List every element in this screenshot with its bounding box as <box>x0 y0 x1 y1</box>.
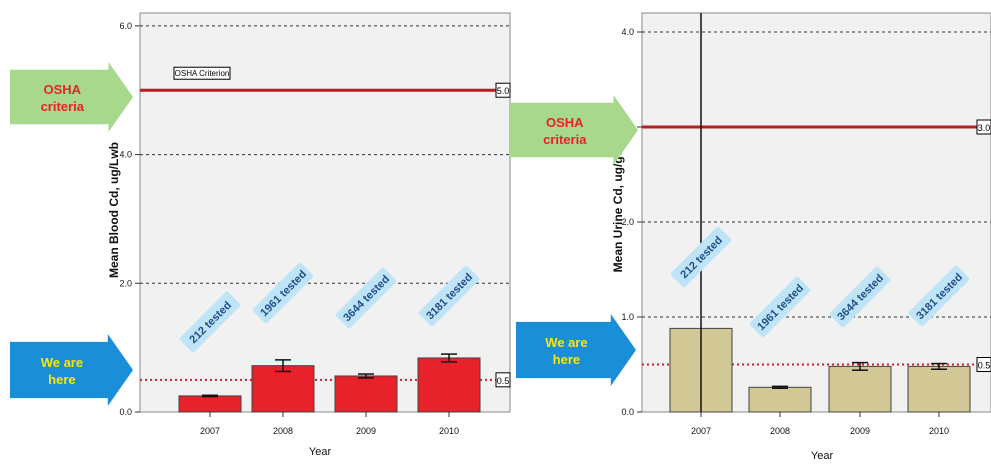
we-are-here-arrow-right-line2: here <box>553 352 580 367</box>
y-tick-label: 1.0 <box>621 312 634 322</box>
we-are-here-arrow-line1: We are <box>41 355 83 370</box>
tested-callout-bg <box>335 267 397 329</box>
osha-criteria-arrow-right-line2: criteria <box>543 132 587 147</box>
x-tick-label: 2007 <box>691 426 711 436</box>
osha-criteria-arrow-line1: OSHA <box>43 82 81 97</box>
y-axis-title: Mean Blood Cd, ug/Lwb <box>107 142 121 278</box>
osha-criteria-arrow-right: OSHA criteria <box>510 95 638 165</box>
bar <box>748 386 812 413</box>
bar <box>178 395 242 413</box>
criterion-value-box <box>495 82 511 98</box>
y-tick-label: 2.0 <box>119 278 132 288</box>
we-are-here-arrow-right: We are here <box>516 314 636 386</box>
reference-value-box <box>976 357 991 372</box>
y-tick-label: 0.0 <box>621 407 634 417</box>
osha-criteria-arrow-shape <box>10 62 133 132</box>
x-tick-label: 2009 <box>356 426 376 436</box>
reference-value-label: 0.5 <box>978 361 991 371</box>
tested-callout-bg <box>252 262 314 324</box>
y-tick-label: 4.0 <box>119 150 132 160</box>
criterion-value-box <box>976 119 991 135</box>
bar <box>334 375 398 413</box>
tested-callout-bg <box>418 265 480 327</box>
criterion-value-label: 5.0 <box>497 86 510 96</box>
y-tick-label: 6.0 <box>119 21 132 31</box>
y-axis-title: Mean Urine Cd, ug/gC <box>611 147 625 272</box>
tested-callout-bg <box>749 276 811 338</box>
annotation-arrows: OSHA criteria We are here OSHA criteria We are… <box>10 62 638 406</box>
we-are-here-arrow-right-shape <box>516 314 636 386</box>
bar <box>251 365 315 413</box>
x-tick-label: 2007 <box>200 426 220 436</box>
bar <box>417 357 481 413</box>
x-tick-label: 2008 <box>770 426 790 436</box>
y-tick-label: 2.0 <box>621 217 634 227</box>
osha-criteria-arrow-right-line1: OSHA <box>546 115 584 130</box>
bar <box>907 365 971 413</box>
reference-value-box <box>495 372 511 388</box>
x-tick-label: 2010 <box>929 426 949 436</box>
tested-callout-bg <box>908 265 970 327</box>
osha-criterion-caption: OSHA Criterion <box>175 69 230 78</box>
x-tick-label: 2009 <box>850 426 870 436</box>
x-tick-label: 2008 <box>273 426 293 436</box>
tested-callout-bg <box>670 226 732 288</box>
we-are-here-arrow-line2: here <box>48 372 75 387</box>
we-are-here-arrow-shape <box>10 334 133 406</box>
osha-criteria-arrow-right-shape <box>510 95 638 165</box>
osha-criterion-caption-box <box>173 66 231 80</box>
criterion-value-label: 3.0 <box>978 123 991 133</box>
bar <box>828 365 892 413</box>
osha-criteria-arrow-line2: criteria <box>41 99 85 114</box>
x-axis-title: Year <box>811 450 834 462</box>
osha-criteria-arrow: OSHA criteria <box>10 62 133 132</box>
y-tick-label: 0.0 <box>119 407 132 417</box>
tested-callout-bg <box>179 291 241 353</box>
we-are-here-arrow: We are here <box>10 334 133 406</box>
y-tick-label: 4.0 <box>621 27 634 37</box>
x-tick-label: 2010 <box>439 426 459 436</box>
we-are-here-arrow-right-line1: We are <box>545 335 587 350</box>
reference-value-label: 0.5 <box>497 376 510 386</box>
tested-callout-bg <box>829 266 891 328</box>
x-axis-title: Year <box>309 446 332 458</box>
